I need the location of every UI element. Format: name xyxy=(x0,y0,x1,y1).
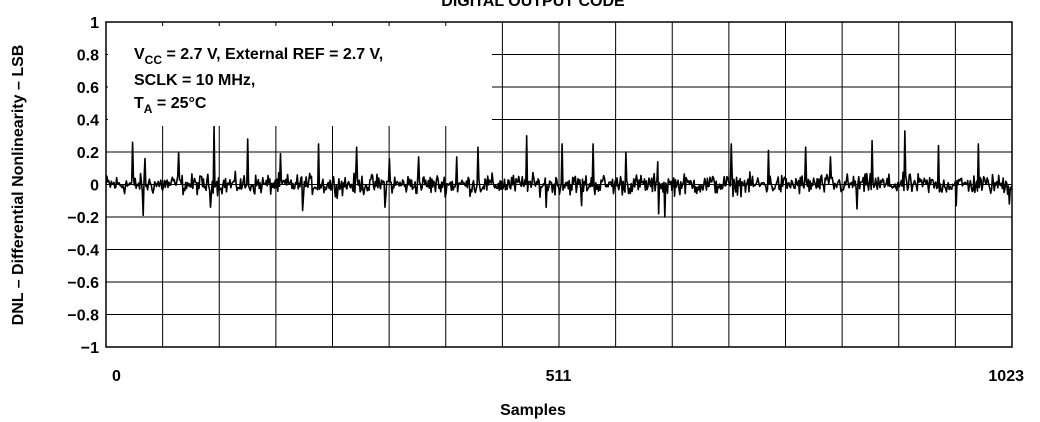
annotation-line-sclk: SCLK = 10 MHz, xyxy=(134,72,255,89)
annotation-line-vcc: VCC = 2.7 V, External REF = 2.7 V, xyxy=(134,46,383,67)
plot-frame xyxy=(105,21,1013,348)
annotation-box xyxy=(108,26,492,126)
y-tick-label: 0.6 xyxy=(77,80,99,97)
x-tick-label: 0 xyxy=(112,368,121,385)
annotation-ta-text: = 25°C xyxy=(152,95,206,112)
x-tick-label: 1023 xyxy=(988,368,1024,385)
y-tick-label: 0.4 xyxy=(77,113,99,130)
y-tick-label: −0.4 xyxy=(67,243,99,260)
y-tick-label: −0.6 xyxy=(67,275,99,292)
y-tick-label: 0.8 xyxy=(77,48,99,65)
y-tick-label: 1 xyxy=(90,15,99,32)
annotation-vcc-symbol: V xyxy=(134,46,145,63)
annotation-vcc-text: = 2.7 V, External REF = 2.7 V, xyxy=(162,46,383,63)
y-tick-label: 0.2 xyxy=(77,145,99,162)
x-axis-title: Samples xyxy=(500,402,566,419)
chart-title: DIGITAL OUTPUT CODE xyxy=(441,0,625,10)
annotation-ta-symbol: T xyxy=(134,95,144,112)
annotation-vcc-subscript: CC xyxy=(145,53,163,67)
y-tick-label: −1 xyxy=(81,340,99,357)
x-tick-labels: 0 511 1023 xyxy=(112,368,1024,385)
annotation-line-ta: TA = 25°C xyxy=(134,95,207,116)
x-tick-label: 511 xyxy=(546,368,572,385)
y-tick-label: 0 xyxy=(90,178,99,195)
dnl-series-line xyxy=(105,125,1013,218)
y-axis-title: DNL – Differential Nonlinearity – LSB xyxy=(10,45,27,326)
y-tick-label: −0.2 xyxy=(67,210,99,227)
y-tick-label: −0.8 xyxy=(67,308,99,325)
annotation-ta-subscript: A xyxy=(144,102,153,116)
y-tick-labels: 1 0.8 0.6 0.4 0.2 0 −0.2 −0.4 −0.6 −0.8 −1 xyxy=(67,15,99,357)
